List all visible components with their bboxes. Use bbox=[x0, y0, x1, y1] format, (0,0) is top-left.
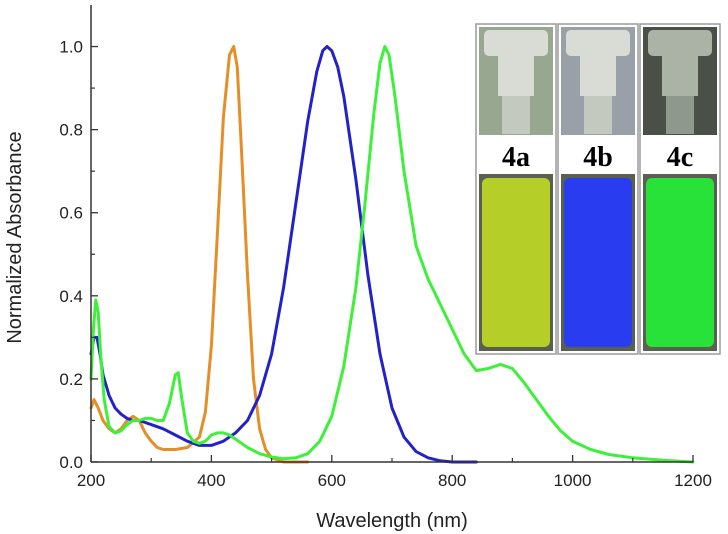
cap-neck bbox=[662, 56, 698, 96]
label-band bbox=[560, 137, 636, 173]
y-tick-label: 0.4 bbox=[59, 287, 83, 306]
inset-label: 4c bbox=[667, 142, 693, 173]
series-line-2 bbox=[89, 45, 478, 464]
y-tick-label: 0.2 bbox=[59, 370, 83, 389]
y-tick-label: 0.6 bbox=[59, 204, 83, 223]
cap-top bbox=[648, 30, 712, 56]
x-tick-label: 600 bbox=[318, 471, 346, 490]
x-tick-label: 800 bbox=[438, 471, 466, 490]
x-tick-label: 200 bbox=[77, 471, 105, 490]
cap-top bbox=[566, 30, 630, 56]
cap-neck bbox=[580, 56, 616, 96]
inset-label: 4a bbox=[502, 142, 530, 173]
x-axis-label: Wavelength (nm) bbox=[316, 510, 468, 532]
x-tick-label: 1000 bbox=[554, 471, 592, 490]
cap-base bbox=[502, 96, 530, 134]
series-line-3 bbox=[89, 45, 695, 464]
solution-fill bbox=[564, 178, 632, 347]
inset-panel-4c: 4c bbox=[639, 23, 721, 355]
inset-photo: 4a 4b 4c bbox=[475, 23, 721, 355]
series-group bbox=[89, 45, 695, 464]
inset-label: 4b bbox=[583, 142, 613, 173]
y-axis-label: Normalized Absorbance bbox=[4, 131, 26, 343]
y-tick-label: 1.0 bbox=[59, 38, 83, 57]
x-tick-label: 1200 bbox=[674, 471, 712, 490]
label-band bbox=[642, 137, 718, 173]
x-ticks: 200 400 600 800 1000 1200 bbox=[77, 455, 712, 490]
solution-fill bbox=[482, 178, 550, 347]
series-line-1 bbox=[89, 45, 310, 464]
x-tick-label: 400 bbox=[197, 471, 225, 490]
solution-fill bbox=[646, 178, 714, 347]
cap-base bbox=[666, 96, 694, 134]
y-tick-label: 0.0 bbox=[59, 453, 83, 472]
cap-base bbox=[584, 96, 612, 134]
inset-panel-4a: 4a bbox=[475, 23, 557, 355]
cap-top bbox=[484, 30, 548, 56]
inset-panel-4b: 4b bbox=[557, 23, 639, 355]
y-ticks: 0.0 0.2 0.4 0.6 0.8 1.0 bbox=[59, 38, 98, 472]
label-band bbox=[478, 137, 554, 173]
cap-neck bbox=[498, 56, 534, 96]
y-tick-label: 0.8 bbox=[59, 121, 83, 140]
